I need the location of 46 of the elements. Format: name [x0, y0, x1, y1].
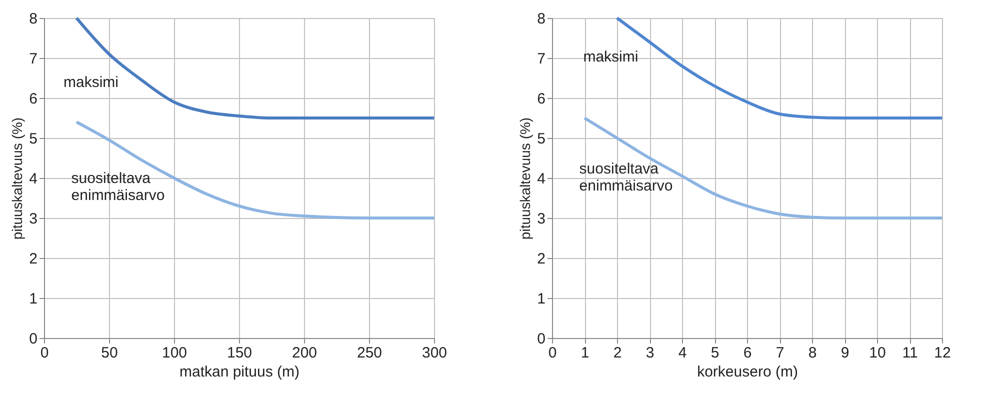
x-tick-label: 7 — [776, 344, 784, 362]
x-axis-title: matkan pituus (m) — [179, 364, 300, 380]
y-tick-label: 8 — [537, 10, 546, 28]
x-tick-label: 50 — [101, 344, 118, 362]
x-tick-label: 150 — [226, 344, 252, 362]
x-tick-label: 2 — [613, 344, 622, 362]
x-tick-label: 250 — [356, 344, 382, 362]
x-tick-label: 300 — [422, 344, 448, 362]
x-tick-label: 6 — [743, 344, 752, 362]
x-tick-label: 9 — [840, 344, 850, 362]
x-tick-label: 11 — [902, 344, 918, 362]
x-tick-label: 4 — [678, 344, 687, 362]
y-tick-label: 4 — [537, 170, 546, 188]
x-tick-label: 5 — [710, 344, 720, 362]
y-tick-label: 0 — [537, 330, 546, 348]
x-tick-label: 0 — [548, 344, 557, 362]
y-tick-label: 3 — [29, 210, 38, 228]
y-tick-label: 2 — [29, 250, 38, 268]
x-tick-label: 3 — [646, 344, 654, 362]
y-tick-label: 3 — [537, 210, 546, 228]
y-axis-title: pituuskaltevuus (%) — [517, 117, 534, 240]
x-tick-label: 0 — [40, 344, 49, 362]
y-tick-label: 6 — [537, 90, 546, 108]
y-tick-label: 5 — [537, 130, 546, 148]
x-tick-label: 1 — [580, 344, 590, 362]
y-tick-label: 7 — [537, 50, 546, 68]
y-tick-label: 5 — [29, 130, 38, 148]
x-tick-label: 12 — [934, 344, 951, 362]
y-tick-label: 1 — [537, 290, 546, 308]
x-tick-label: 100 — [162, 344, 188, 362]
series-label: maksimi — [583, 48, 638, 66]
y-tick-label: 8 — [29, 10, 38, 28]
series-label: suositeltava enimmäisarvo — [71, 170, 165, 204]
x-tick-label: 200 — [292, 344, 318, 362]
series-label: suositeltava enimmäisarvo — [579, 160, 673, 194]
y-tick-label: 2 — [537, 250, 546, 268]
y-axis-title: pituuskaltevuus (%) — [9, 117, 26, 240]
y-tick-label: 6 — [29, 90, 38, 108]
y-tick-label: 4 — [29, 170, 38, 188]
y-tick-label: 7 — [29, 50, 38, 68]
x-tick-label: 8 — [808, 344, 817, 362]
series-label: maksimi — [64, 74, 118, 91]
x-axis-title: korkeusero (m) — [697, 364, 798, 380]
y-tick-label: 0 — [29, 330, 38, 348]
y-tick-label: 1 — [29, 290, 38, 308]
x-tick-label: 10 — [869, 344, 886, 362]
